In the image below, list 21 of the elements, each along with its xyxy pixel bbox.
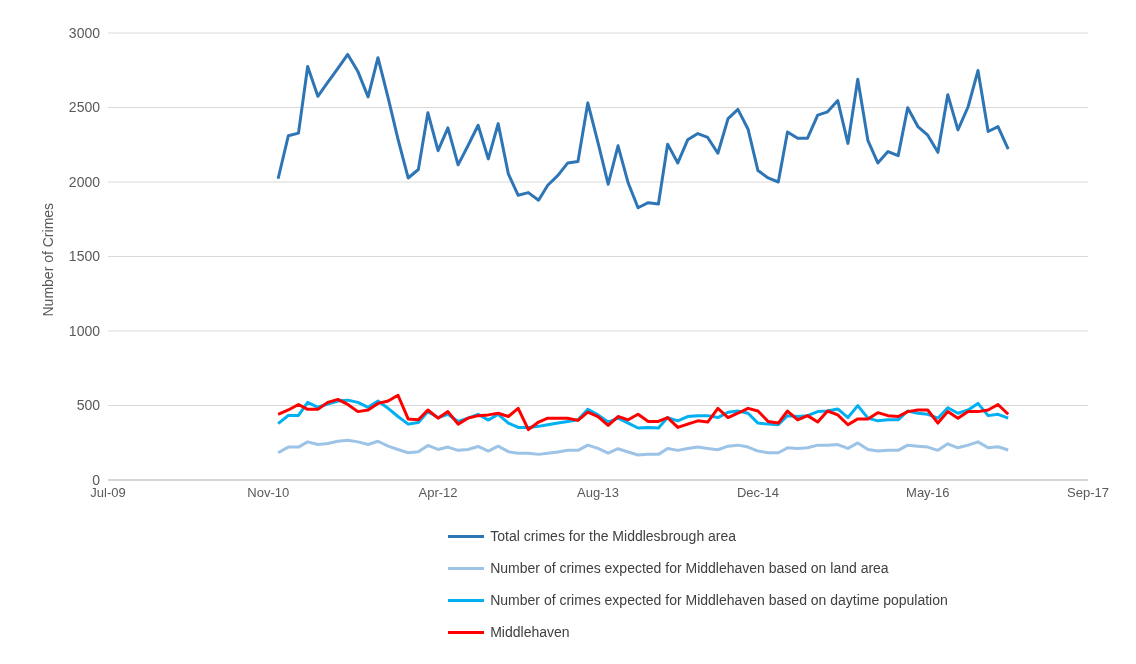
line-series xyxy=(276,52,1010,210)
y-axis-title: Number of Crimes xyxy=(39,202,56,317)
x-tick-label: Dec-14 xyxy=(736,485,779,501)
x-tick-label: Aug-13 xyxy=(577,485,619,501)
line-series xyxy=(276,438,1010,457)
legend-label: Number of crimes expected for Middlehaven based on daytime population xyxy=(490,591,948,610)
legend-label: Total crimes for the Middlesbrough area xyxy=(490,527,737,546)
y-tick-label: 2500 xyxy=(68,99,101,116)
x-tick-label: Sep-17 xyxy=(1067,485,1109,501)
x-tick-label: Nov-10 xyxy=(247,485,290,501)
x-tick-label: Jul-09 xyxy=(90,485,126,501)
y-tick-label: 500 xyxy=(76,397,101,414)
y-tick-label: 1000 xyxy=(68,322,101,339)
y-tick-label: 1500 xyxy=(68,248,101,265)
x-tick-label: May-16 xyxy=(906,485,950,501)
legend-label: Number of crimes expected for Middlehaven based on land area xyxy=(490,559,889,578)
y-tick-label: 2000 xyxy=(68,173,101,190)
y-tick-label: 0 xyxy=(92,471,101,488)
legend-label: Middlehaven xyxy=(490,623,570,642)
x-tick-label: Apr-12 xyxy=(418,485,458,501)
y-tick-label: 3000 xyxy=(68,24,101,41)
